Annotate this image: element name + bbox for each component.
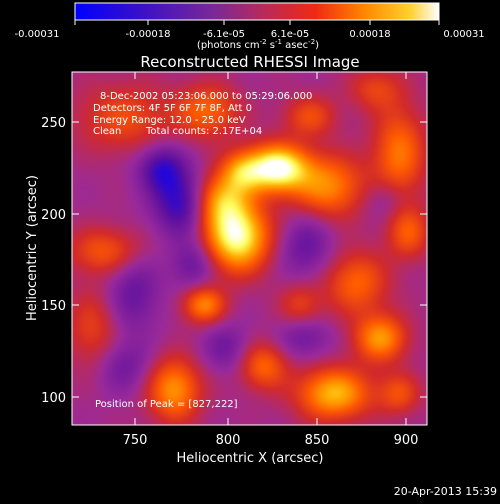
algorithm-annotation: Clean — [93, 126, 121, 137]
peak-position-annotation: Position of Peak = [827,222] — [95, 399, 238, 410]
time-range-annotation: 8-Dec-2002 05:23:06.000 to 05:29:06.000 — [100, 91, 312, 102]
y-axis-label: Heliocentric Y (arcsec) — [25, 175, 40, 321]
energy-range-annotation: Energy Range: 12.0 - 25.0 keV — [93, 115, 246, 126]
heatmap-image — [72, 72, 427, 425]
colorbar-ticks — [74, 20, 440, 25]
colorbar-tick-label: -6.1e-05 — [203, 29, 245, 40]
x-tick-label: 800 — [216, 433, 241, 448]
colorbar-tick-label: 0.00018 — [349, 29, 390, 40]
y-tick-label: 200 — [41, 208, 66, 223]
plot-frame — [71, 71, 428, 426]
x-tick-label: 750 — [123, 433, 148, 448]
axis-tick-marks — [72, 72, 427, 425]
x-axis-label: Heliocentric X (arcsec) — [177, 451, 324, 466]
chart-title: Reconstructed RHESSI Image — [140, 53, 359, 71]
y-tick-label: 250 — [41, 116, 66, 131]
y-tick-label: 100 — [41, 391, 66, 406]
total-counts-annotation: Total counts: 2.17E+04 — [145, 126, 262, 137]
colorbar-tick-label: -0.00018 — [126, 29, 171, 40]
y-tick-label: 150 — [41, 299, 66, 314]
x-tick-label: 900 — [394, 433, 419, 448]
x-tick-label: 850 — [305, 433, 330, 448]
colorbar-units-label: (photons cm-2 s-1 asec-2) — [197, 38, 319, 51]
colorbar-tick-label: -0.00031 — [15, 29, 60, 40]
generation-date: 20-Apr-2013 15:39 — [394, 485, 497, 498]
colorbar — [74, 2, 440, 21]
colorbar-tick-label: 6.1e-05 — [271, 29, 309, 40]
detectors-annotation: Detectors: 4F 5F 6F 7F 8F, Att 0 — [93, 103, 252, 114]
colorbar-tick-label: 0.00031 — [443, 29, 484, 40]
heatmap-raster — [72, 72, 427, 425]
